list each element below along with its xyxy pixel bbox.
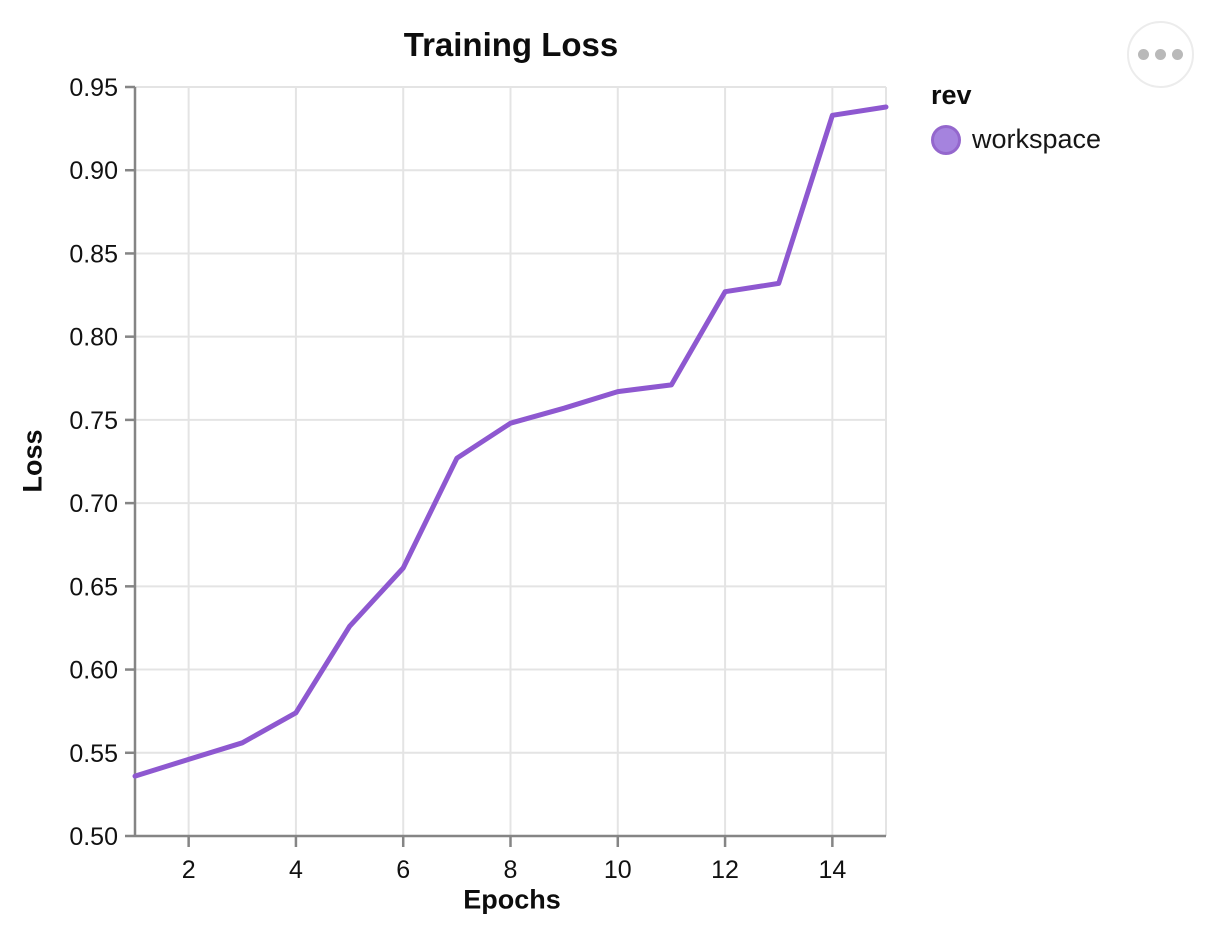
series-color-swatch — [931, 124, 961, 155]
x-tick-label: 8 — [504, 856, 518, 884]
x-tick-label: 14 — [818, 856, 846, 884]
y-tick-label: 0.60 — [69, 657, 118, 685]
legend-item-workspace[interactable]: workspace — [931, 124, 1101, 155]
y-tick-label: 0.75 — [69, 407, 118, 435]
chart-title: Training Loss — [403, 26, 619, 63]
y-tick-label: 0.80 — [69, 324, 118, 352]
x-tick-label: 12 — [711, 856, 739, 884]
x-tick-label: 2 — [182, 856, 196, 884]
legend: rev workspace — [931, 82, 1101, 155]
legend-item-label: workspace — [972, 124, 1102, 154]
x-tick-label: 10 — [604, 856, 632, 884]
panel-menu-button[interactable] — [1127, 21, 1194, 88]
x-tick-label: 4 — [289, 856, 303, 884]
y-tick-label: 0.90 — [69, 157, 118, 185]
y-tick-label: 0.70 — [69, 490, 118, 518]
legend-title: rev — [931, 80, 972, 110]
ellipsis-icon — [1138, 49, 1183, 60]
y-tick-label: 0.95 — [69, 74, 118, 102]
x-axis-title: Epochs — [463, 884, 561, 915]
series-line-workspace — [132, 104, 889, 779]
y-axis-title: Loss — [17, 429, 48, 493]
y-tick-label: 0.85 — [69, 240, 118, 268]
y-tick-label: 0.65 — [69, 573, 118, 601]
x-tick-label: 6 — [396, 856, 410, 884]
y-tick-label: 0.55 — [69, 740, 118, 768]
y-tick-label: 0.50 — [69, 823, 118, 851]
